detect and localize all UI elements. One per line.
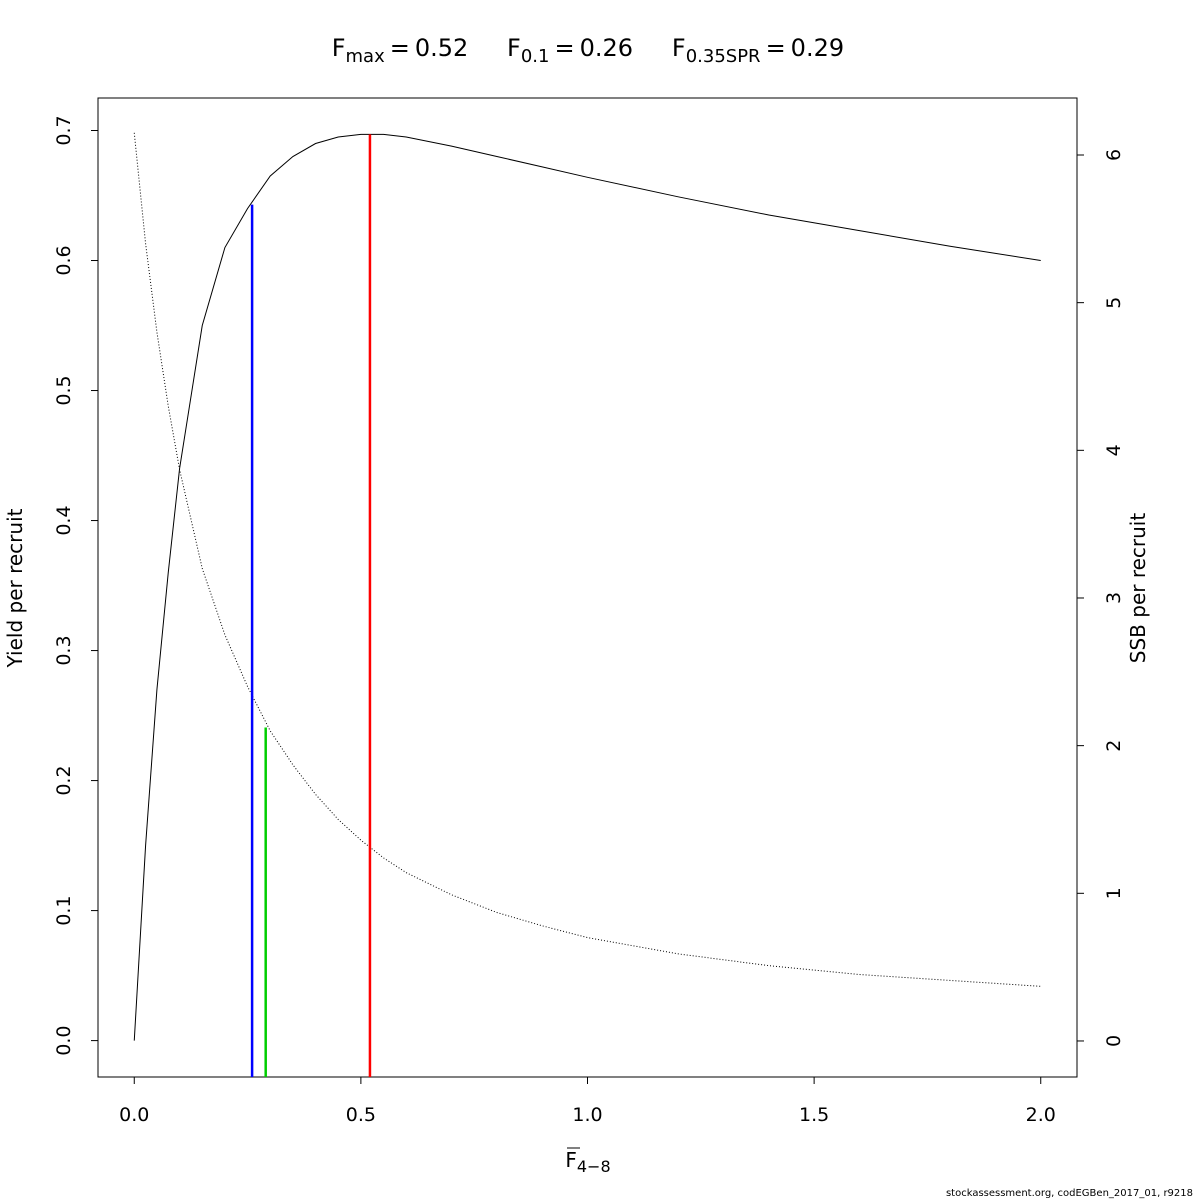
y-tick-label: 0.7 bbox=[53, 115, 75, 145]
y-tick-label: 0.4 bbox=[53, 505, 75, 535]
x-tick-label: 0.0 bbox=[119, 1104, 149, 1126]
title-operator: = bbox=[390, 34, 410, 62]
title-subscript: 0.35SPR bbox=[686, 46, 761, 67]
title-item: F0.35SPR = 0.29 bbox=[672, 34, 844, 67]
y2-tick-label: 2 bbox=[1103, 740, 1125, 752]
title-symbol: F bbox=[507, 34, 521, 62]
y-tick-label: 0.2 bbox=[53, 765, 75, 795]
x-tick-label: 1.5 bbox=[799, 1104, 829, 1126]
y2-tick-label: 1 bbox=[1103, 887, 1125, 899]
y-tick-label: 0.5 bbox=[53, 375, 75, 405]
x-label-subscript: 4−8 bbox=[577, 1157, 611, 1176]
y-tick-label: 0.0 bbox=[53, 1025, 75, 1055]
plot-frame bbox=[97, 97, 1078, 1078]
title-symbol: F bbox=[332, 34, 346, 62]
x-tick-label: 2.0 bbox=[1026, 1104, 1056, 1126]
y-tick-label: 0.3 bbox=[53, 635, 75, 665]
series-line bbox=[133, 132, 1041, 987]
title-value: 0.52 bbox=[415, 34, 468, 62]
y2-tick-label: 6 bbox=[1103, 149, 1125, 161]
footer: stockassessment.org, codEGBen_2017_01, r… bbox=[946, 1188, 1193, 1199]
x-tick-label: 1.0 bbox=[572, 1104, 602, 1126]
title-value: 0.29 bbox=[791, 34, 844, 62]
title-subscript: 0.1 bbox=[521, 46, 550, 67]
x-label-symbol: F bbox=[565, 1148, 577, 1172]
y2-tick-label: 0 bbox=[1103, 1035, 1125, 1047]
y2-axis-label: SSB per recruit bbox=[1126, 513, 1150, 664]
y2-tick-label: 3 bbox=[1103, 592, 1125, 604]
title-symbol: F bbox=[672, 34, 686, 62]
y-tick-label: 0.1 bbox=[53, 895, 75, 925]
y2-tick-label: 5 bbox=[1103, 297, 1125, 309]
x-tick-label: 0.5 bbox=[346, 1104, 376, 1126]
y2-tick-label: 4 bbox=[1103, 444, 1125, 456]
x-axis-label: F4−8 bbox=[565, 1148, 610, 1176]
title-value: 0.26 bbox=[580, 34, 633, 62]
title-subscript: max bbox=[346, 46, 386, 67]
title-item: F0.1 = 0.26 bbox=[507, 34, 633, 67]
y-axis-label: Yield per recruit bbox=[3, 508, 27, 668]
title-item: Fmax = 0.52 bbox=[332, 34, 469, 67]
y-tick-label: 0.6 bbox=[53, 245, 75, 275]
title-operator: = bbox=[554, 34, 574, 62]
title-operator: = bbox=[766, 34, 786, 62]
series-line bbox=[133, 133, 1041, 1041]
